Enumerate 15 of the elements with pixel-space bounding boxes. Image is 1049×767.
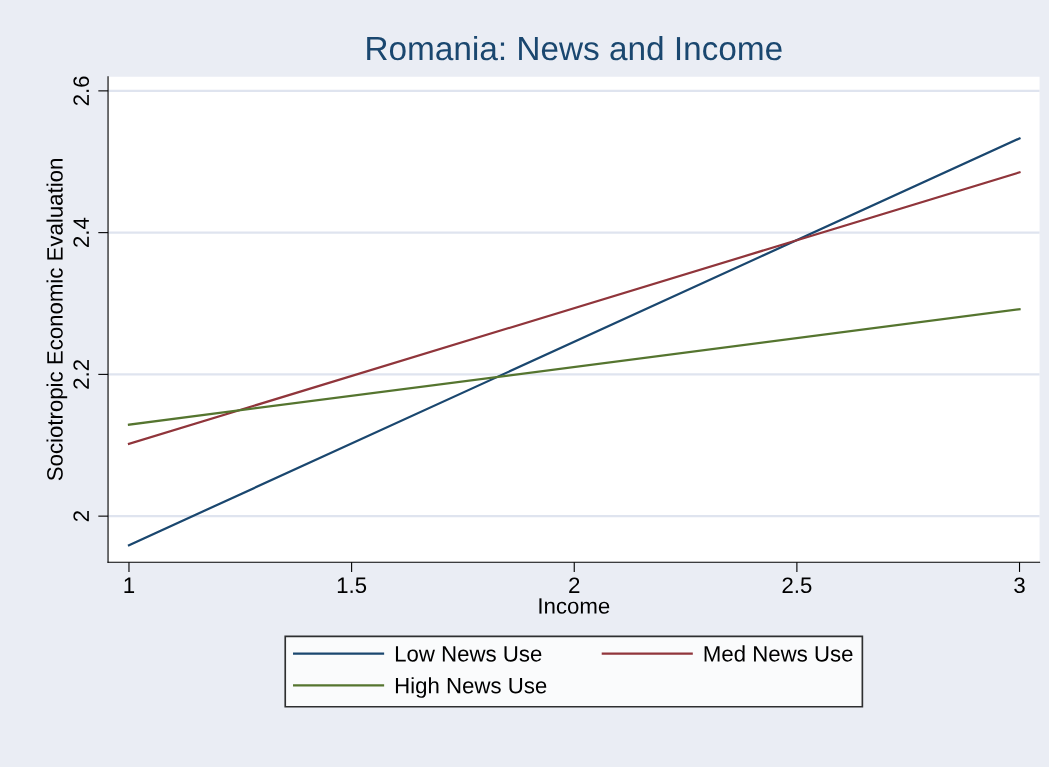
- chart-title: Romania: News and Income: [367, 35, 782, 61]
- y-axis-title: Sociotropic Economic Evaluation: [46, 159, 68, 481]
- y-tick-label: 2.4: [73, 217, 89, 247]
- legend-label: High News Use: [395, 677, 547, 698]
- legend-label: Low News Use: [395, 646, 542, 662]
- y-tick-label: 2.6: [73, 76, 90, 106]
- x-tick-label: 1: [124, 577, 135, 593]
- x-tick-label: 2.5: [782, 577, 812, 594]
- x-tick-label: 2: [569, 577, 580, 593]
- x-tick-label: 3: [1014, 577, 1025, 594]
- x-axis-title: Income: [539, 598, 610, 614]
- y-tick-label: 2: [73, 511, 89, 522]
- y-tick-label: 2.2: [73, 360, 89, 389]
- x-tick-label: 1.5: [337, 577, 367, 594]
- legend-label: Med News Use: [704, 645, 853, 662]
